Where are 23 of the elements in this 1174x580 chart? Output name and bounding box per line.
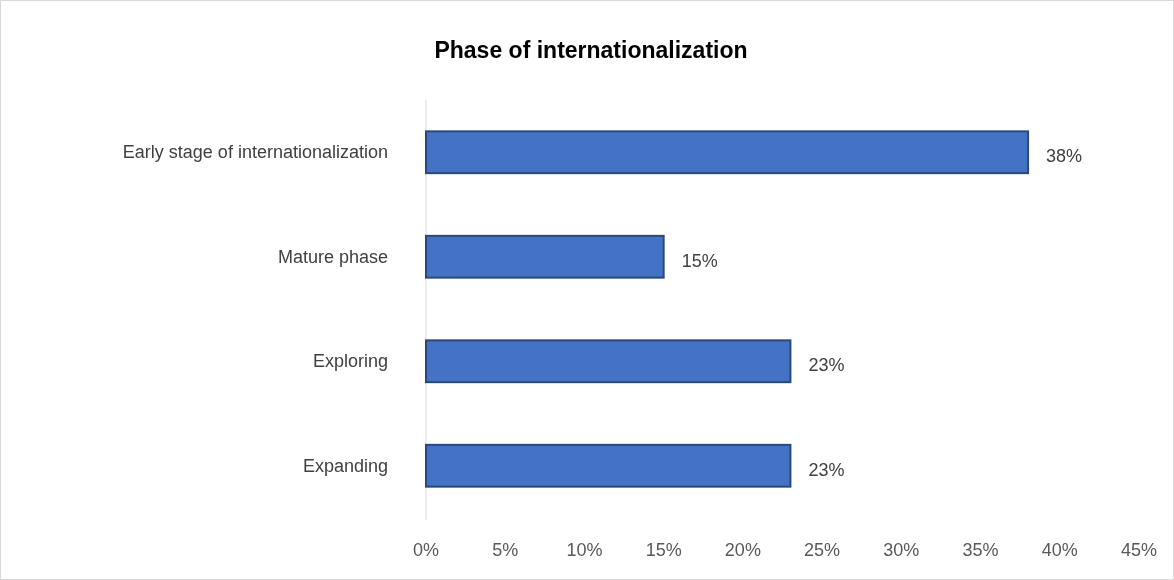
data-label: 15% xyxy=(681,250,718,271)
bar xyxy=(425,443,792,488)
x-tick-label: 10% xyxy=(566,540,603,560)
chart-title: Phase of internationalization xyxy=(434,37,748,63)
y-tick-label: Early stage of internationalization xyxy=(122,142,388,163)
x-tick-label: 5% xyxy=(492,540,519,560)
y-tick-label: Mature phase xyxy=(277,246,388,267)
bar xyxy=(425,339,792,384)
y-tick-label: Exploring xyxy=(312,351,388,372)
x-tick-label: 25% xyxy=(804,540,841,560)
x-tick-label: 30% xyxy=(883,540,920,560)
x-tick-label: 15% xyxy=(645,540,682,560)
x-tick-label: 0% xyxy=(412,540,440,560)
x-tick-label: 35% xyxy=(962,540,999,560)
x-tick-label: 20% xyxy=(724,540,761,560)
bar xyxy=(425,234,665,279)
bar xyxy=(425,130,1030,175)
data-label: 23% xyxy=(808,355,845,376)
data-label: 23% xyxy=(808,459,845,480)
x-tick-label: 40% xyxy=(1041,540,1078,560)
y-tick-label: Expanding xyxy=(302,455,388,476)
data-label: 38% xyxy=(1046,146,1083,167)
x-tick-label: 45% xyxy=(1120,540,1158,560)
